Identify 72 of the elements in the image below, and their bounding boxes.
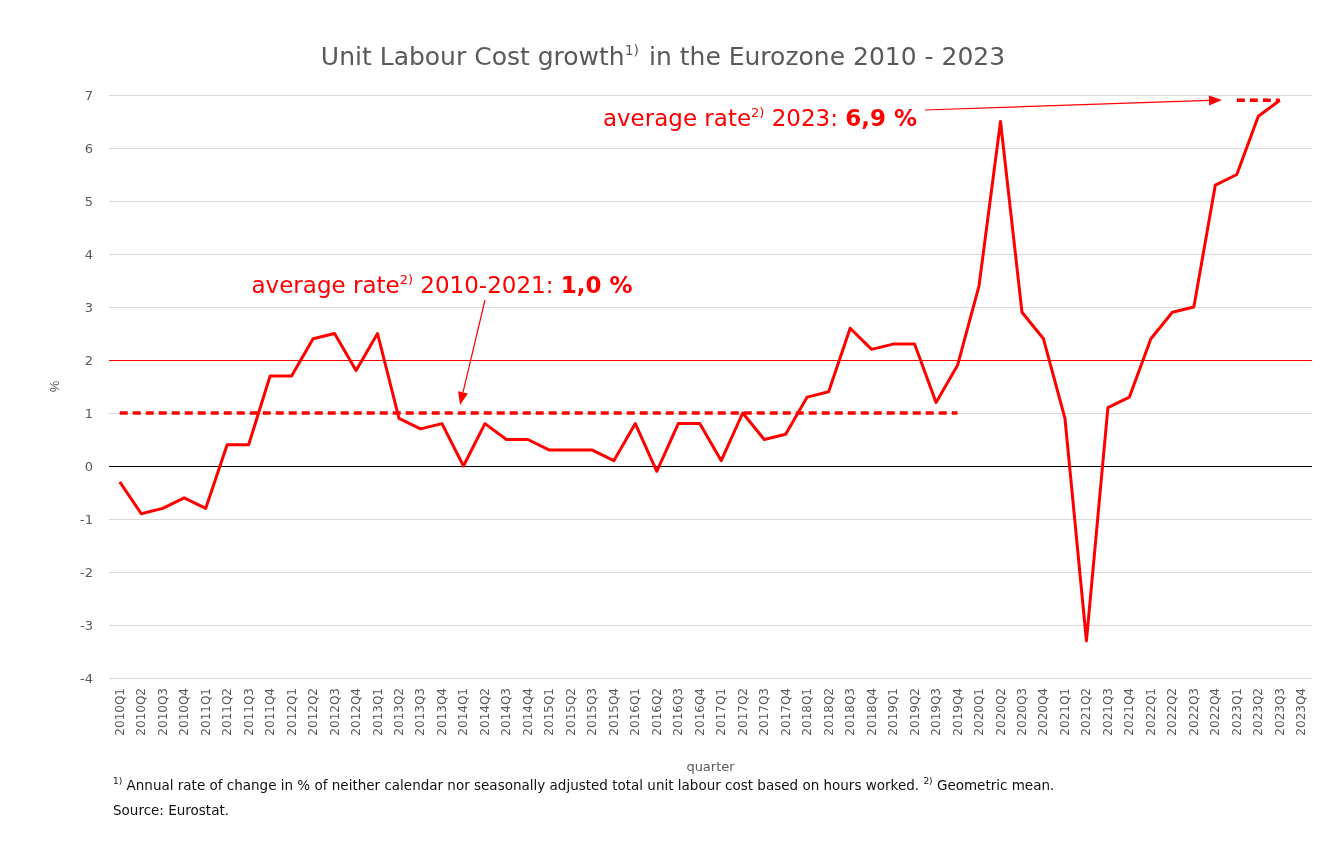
x-tick-label: 2020Q4: [1036, 688, 1051, 736]
y-tick-label: 3: [84, 299, 93, 315]
y-tick-label: 6: [84, 140, 93, 156]
y-tick-label: 2: [84, 352, 93, 368]
x-tick-label: 2011Q1: [198, 688, 213, 736]
x-tick-label: 2020Q2: [993, 688, 1008, 736]
x-tick-label: 2017Q4: [778, 688, 793, 736]
y-tick-label: 5: [84, 193, 93, 209]
x-tick-label: 2014Q3: [499, 688, 514, 736]
y-tick-label: 1: [84, 405, 93, 421]
x-tick-label: 2016Q3: [671, 688, 686, 736]
x-tick-label: 2016Q2: [649, 688, 664, 736]
x-tick-label: 2018Q2: [821, 688, 836, 736]
x-tick-label: 2010Q1: [112, 688, 127, 736]
x-tick-label: 2015Q4: [606, 688, 621, 736]
y-tick-label: -4: [80, 670, 93, 686]
y-tick-label: 0: [84, 458, 93, 474]
x-tick-label: 2022Q4: [1208, 688, 1223, 736]
x-tick-label: 2017Q2: [735, 688, 750, 736]
x-tick-label: 2012Q1: [284, 688, 299, 736]
x-tick-label: 2011Q2: [220, 688, 235, 736]
x-tick-label: 2023Q4: [1294, 688, 1309, 736]
x-tick-label: 2012Q2: [306, 688, 321, 736]
x-tick-label: 2021Q4: [1122, 688, 1137, 736]
y-tick-label: -3: [80, 617, 93, 633]
x-tick-label: 2023Q3: [1272, 688, 1287, 736]
x-tick-label: 2016Q4: [692, 688, 707, 736]
x-tick-label: 2010Q3: [155, 688, 170, 736]
x-tick-label: 2015Q1: [542, 688, 557, 736]
x-tick-label: 2017Q1: [714, 688, 729, 736]
x-tick-label: 2021Q2: [1079, 688, 1094, 736]
x-tick-label: 2019Q2: [907, 688, 922, 736]
x-tick-label: 2021Q1: [1057, 688, 1072, 736]
y-tick-label: -2: [80, 564, 93, 580]
x-tick-label: 2013Q3: [413, 688, 428, 736]
x-axis-title: quarter: [686, 759, 736, 774]
x-tick-label: 2013Q1: [370, 688, 385, 736]
x-tick-label: 2019Q3: [929, 688, 944, 736]
y-tick-label: 4: [84, 246, 93, 262]
x-tick-label: 2023Q1: [1229, 688, 1244, 736]
x-tick-label: 2015Q3: [585, 688, 600, 736]
x-tick-label: 2014Q4: [520, 688, 535, 736]
y-tick-label: -1: [80, 511, 93, 527]
x-tick-label: 2011Q4: [263, 688, 278, 736]
x-tick-label: 2011Q3: [241, 688, 256, 736]
x-tick-label: 2012Q4: [349, 688, 364, 736]
x-tick-label: 2014Q2: [477, 688, 492, 736]
x-tick-label: 2017Q3: [757, 688, 772, 736]
x-tick-label: 2015Q2: [563, 688, 578, 736]
x-tick-label: 2014Q1: [456, 688, 471, 736]
x-tick-label: 2010Q2: [134, 688, 149, 736]
x-tick-label: 2016Q1: [628, 688, 643, 736]
x-tick-label: 2010Q4: [177, 688, 192, 736]
x-tick-label: 2020Q3: [1014, 688, 1029, 736]
x-tick-label: 2012Q3: [327, 688, 342, 736]
x-tick-label: 2023Q2: [1251, 688, 1266, 736]
x-tick-label: 2013Q4: [434, 688, 449, 736]
x-tick-label: 2018Q3: [843, 688, 858, 736]
y-tick-label: 7: [84, 87, 93, 103]
x-tick-label: 2018Q4: [864, 688, 879, 736]
x-tick-label: 2019Q4: [950, 688, 965, 736]
x-tick-label: 2020Q1: [972, 688, 987, 736]
x-tick-label: 2022Q2: [1165, 688, 1180, 736]
x-tick-label: 2019Q1: [886, 688, 901, 736]
x-tick-label: 2022Q1: [1143, 688, 1158, 736]
text: $^{1)}$ Annual rate of change in % of neither calendar nor seasonally adjusted total unit labour cost based on hours worked. $^{2)}$ Geometric mean.: [113, 776, 1055, 793]
x-tick-label: 2022Q3: [1186, 688, 1201, 736]
x-tick-label: 2013Q2: [392, 688, 407, 736]
x-tick-label: 2021Q3: [1100, 688, 1115, 736]
x-tick-label: 2018Q1: [800, 688, 815, 736]
y-axis-title: %: [47, 380, 62, 393]
source-note: Source: Eurostat.: [113, 802, 229, 818]
